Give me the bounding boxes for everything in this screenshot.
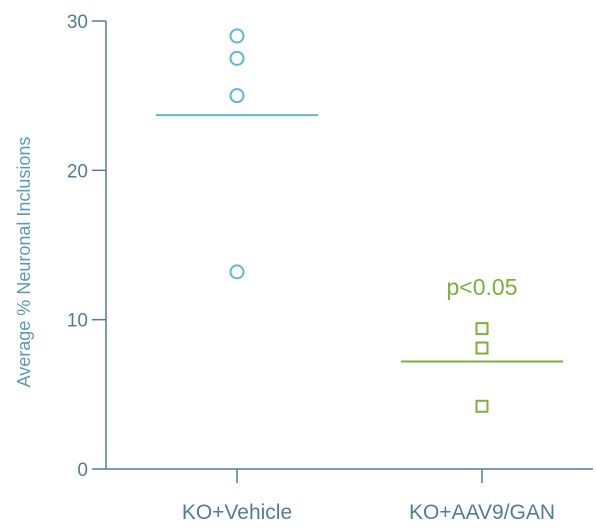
y-axis-label: Average % Neuronal Inclusions (14, 137, 34, 388)
x-tick-label: KO+Vehicle (182, 501, 292, 524)
data-point (475, 399, 489, 413)
y-tick-label: 0 (77, 460, 88, 481)
data-point (229, 50, 245, 66)
data-point (229, 28, 245, 44)
mean-lines (156, 114, 563, 363)
data-point (475, 322, 489, 336)
data-points (229, 28, 489, 413)
y-tick-label: 10 (67, 311, 88, 332)
significance-annotation: p<0.05 (447, 274, 518, 300)
y-tick-label: 20 (67, 161, 88, 182)
y-axis: 0 10 20 30 (67, 12, 107, 481)
data-point (475, 341, 489, 355)
data-point (229, 264, 245, 280)
annotations: p<0.05 (447, 274, 518, 300)
x-axis: KO+Vehicle KO+AAV9/GAN (106, 468, 593, 524)
x-tick-label: KO+AAV9/GAN (409, 501, 555, 524)
data-point (229, 88, 245, 104)
y-tick-label: 30 (67, 12, 88, 33)
